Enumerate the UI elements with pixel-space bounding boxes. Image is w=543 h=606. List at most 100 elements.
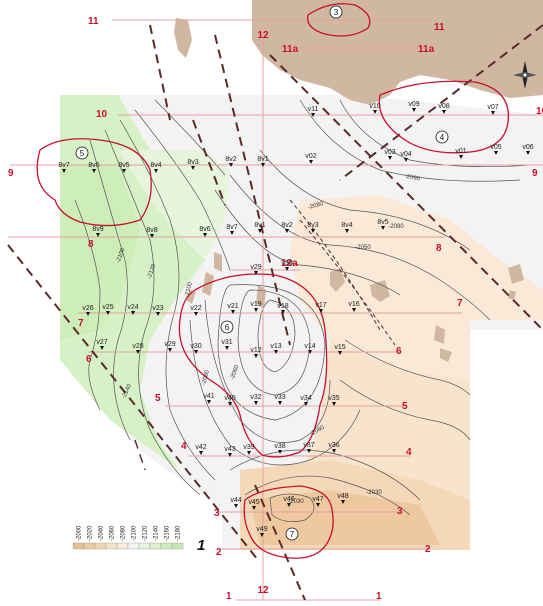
well-label: 8v8 [146,227,157,234]
well-label: v06 [522,144,533,151]
profile-1-label-end: 1 [376,591,382,602]
well-label: 8v3 [187,159,198,166]
zone-4-marker: 4 [435,130,449,144]
well-v05: v05 [490,144,502,155]
zone-number: 6 [225,323,230,332]
minor-fault [299,219,396,346]
well-v04: v04 [400,151,412,162]
well-marker-icon [194,350,198,354]
prospect-outlines [36,3,510,559]
well-label: v18 [277,303,288,310]
well-v19: v19 [250,301,262,312]
well-marker-icon [234,504,238,508]
well-marker-icon [352,308,356,312]
well-marker-icon [122,169,126,173]
well-marker-icon [274,350,278,354]
well-marker-icon [154,169,158,173]
zone-7-outline [243,485,334,559]
well-v44: v44 [230,497,242,508]
well-marker-icon [86,312,90,316]
profile-11a-label-start: 11a [282,44,299,55]
zone-4-outline [378,80,510,154]
well-label: v02 [305,153,316,160]
zone-markers: 3 4 5 6 7 [75,5,449,541]
well-label: v46 [283,496,294,503]
well-marker-icon [381,226,385,230]
well-marker-icon [388,156,392,160]
contour-closed [237,289,311,396]
profile-3-label-end: 3 [397,506,403,517]
profile-8-label-end: 8 [436,243,442,254]
contour-line [104,129,201,496]
well-label: v41 [203,393,214,400]
well-marker-icon [62,169,66,173]
legend-label: -2000 [77,525,83,541]
fault-line [214,34,291,346]
well-v23: v23 [152,305,164,316]
well-marker-icon [136,350,140,354]
well-v49: v49 [256,526,268,537]
well-marker-icon [229,163,233,167]
profile-10-label-start: 10 [96,109,108,120]
legend-label: -2040 [99,525,105,541]
legend-label: -2180 [176,525,182,541]
well-marker-icon [412,108,416,112]
fault-line [7,244,259,561]
contour-label: -2050 [355,245,371,251]
legend-swatches [72,542,184,550]
well-label: v22 [190,305,201,312]
legend-label: -2100 [132,525,138,541]
well-label: v21 [227,303,238,310]
well-label: v31 [221,339,232,346]
well-label: 8v2 [225,156,236,163]
well-label: 8v9 [92,226,103,233]
contour-label: -2090 [404,173,421,182]
well-8v5: 8v5 [118,162,130,173]
well-label: v01 [455,148,466,155]
well-marker-icon [199,451,203,455]
island-1 [214,252,222,272]
profile-11-label-end: 11 [434,22,445,33]
profile-12a-label-start: 12a [281,258,298,269]
well-marker-icon [491,111,495,115]
legend-label: -2020 [88,525,94,541]
surface-green-mid [118,150,230,260]
fault-line [192,119,226,206]
island-6 [370,280,390,302]
zone-number: 3 [334,8,339,17]
surface-strip [470,320,543,330]
well-marker-icon [281,310,285,314]
well-marker-icon [309,160,313,164]
well-marker-icon [247,451,251,455]
well-marker-icon [442,110,446,114]
well-label: v30 [190,343,201,350]
well-8v2: 8v2 [225,156,237,167]
profile-1-label-start: 1 [226,591,232,602]
contour-line [119,119,216,481]
legend-labels: -2000 -2020 -2040 -2060 -2080 -2100 -2120 -2140… [77,525,182,541]
island-9 [508,264,524,284]
legend-swatch [149,542,162,550]
profile-10-label-end: 10 [536,106,543,117]
well-8v6: 8v6 [199,226,211,237]
zone-circle [435,130,449,144]
well-label: v43 [224,446,235,453]
contour-label: -2080 [201,369,211,386]
well-label: v23 [152,305,163,312]
well-label: v26 [82,305,93,312]
profile-6-label-end: 6 [396,346,402,357]
well-label: v45 [248,499,259,506]
contour-closed [217,284,326,421]
well-marker-icon [316,503,320,507]
contour-label: -2080 [308,201,325,211]
island-3 [186,290,196,304]
well-v35: v35 [328,395,340,406]
profile-2-label-start: 2 [216,547,222,558]
north-arrow-icon [513,61,537,89]
well-marker-icon [404,158,408,162]
well-v38: v38 [274,443,286,454]
well-v15: v15 [334,344,346,355]
well-v28: v28 [132,343,144,354]
zone-3-outline [306,3,371,37]
